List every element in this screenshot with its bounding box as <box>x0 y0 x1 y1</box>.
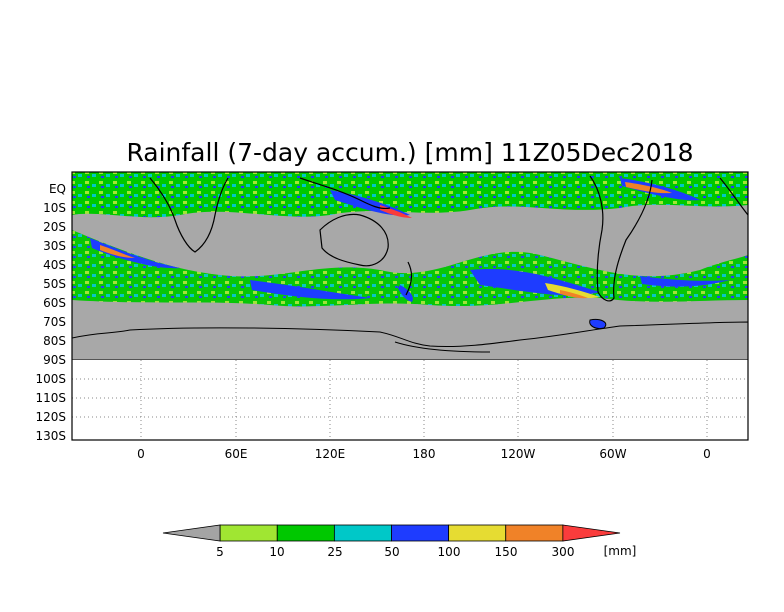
colorbar-level: 50 <box>384 545 399 559</box>
graticule <box>72 360 748 440</box>
lat-label: 20S <box>43 220 66 234</box>
lat-label: 60S <box>43 296 66 310</box>
lat-label: 130S <box>35 429 66 443</box>
map-title: Rainfall (7-day accum.) [mm] 11Z05Dec201… <box>126 138 693 167</box>
lat-label: 40S <box>43 258 66 272</box>
lat-label: 100S <box>35 372 66 386</box>
lon-label: 60E <box>225 447 248 461</box>
south-america-outline <box>589 175 653 302</box>
australia-outline <box>319 213 389 267</box>
colorbar-swatch <box>505 524 564 542</box>
map-frame <box>71 171 749 441</box>
colorbar-swatch <box>391 524 450 542</box>
rainfall-field <box>72 172 748 360</box>
africa-east-outline <box>719 177 748 216</box>
colorbar-swatch <box>162 524 221 542</box>
lat-label: 90S <box>43 353 66 367</box>
lon-label: 60W <box>599 447 626 461</box>
colorbar-level: 25 <box>327 545 342 559</box>
lon-label: 120W <box>501 447 536 461</box>
colorbar-level: 5 <box>216 545 224 559</box>
colorbar <box>162 524 621 542</box>
lon-label: 0 <box>137 447 145 461</box>
lon-label: 120E <box>315 447 346 461</box>
map-panel: EQ 10S 20S 30S 40S 50S 60S 70S 80S 90S 1… <box>35 171 749 461</box>
lat-label: 50S <box>43 277 66 291</box>
colorbar-level: 150 <box>495 545 518 559</box>
lon-axis: 0 60E 120E 180 120W 60W 0 <box>137 447 711 461</box>
lat-label: 110S <box>35 391 66 405</box>
colorbar-swatch <box>448 524 507 542</box>
colorbar-swatch <box>333 524 392 542</box>
lat-label: 80S <box>43 334 66 348</box>
colorbar-labels: 5 10 25 50 100 150 300 [mm] <box>216 544 636 559</box>
lat-label: 10S <box>43 201 66 215</box>
colorbar-level: 100 <box>438 545 461 559</box>
colorbar-level: 10 <box>269 545 284 559</box>
colorbar-level: 300 <box>552 545 575 559</box>
lat-axis: EQ 10S 20S 30S 40S 50S 60S 70S 80S 90S 1… <box>35 182 66 443</box>
tropical-rain-band <box>72 172 748 218</box>
antarctica-outline <box>72 321 748 360</box>
africa-outline <box>149 177 229 253</box>
lon-label: 0 <box>703 447 711 461</box>
lat-label: EQ <box>49 182 66 196</box>
lat-label: 70S <box>43 315 66 329</box>
colorbar-swatch <box>562 524 621 542</box>
colorbar-swatch <box>276 524 335 542</box>
lon-label: 180 <box>413 447 436 461</box>
colorbar-swatch <box>219 524 278 542</box>
lat-label: 30S <box>43 239 66 253</box>
colorbar-unit: [mm] <box>604 544 637 558</box>
new-zealand-outline <box>405 261 413 296</box>
indonesia-outline <box>299 177 391 210</box>
lat-label: 120S <box>35 410 66 424</box>
